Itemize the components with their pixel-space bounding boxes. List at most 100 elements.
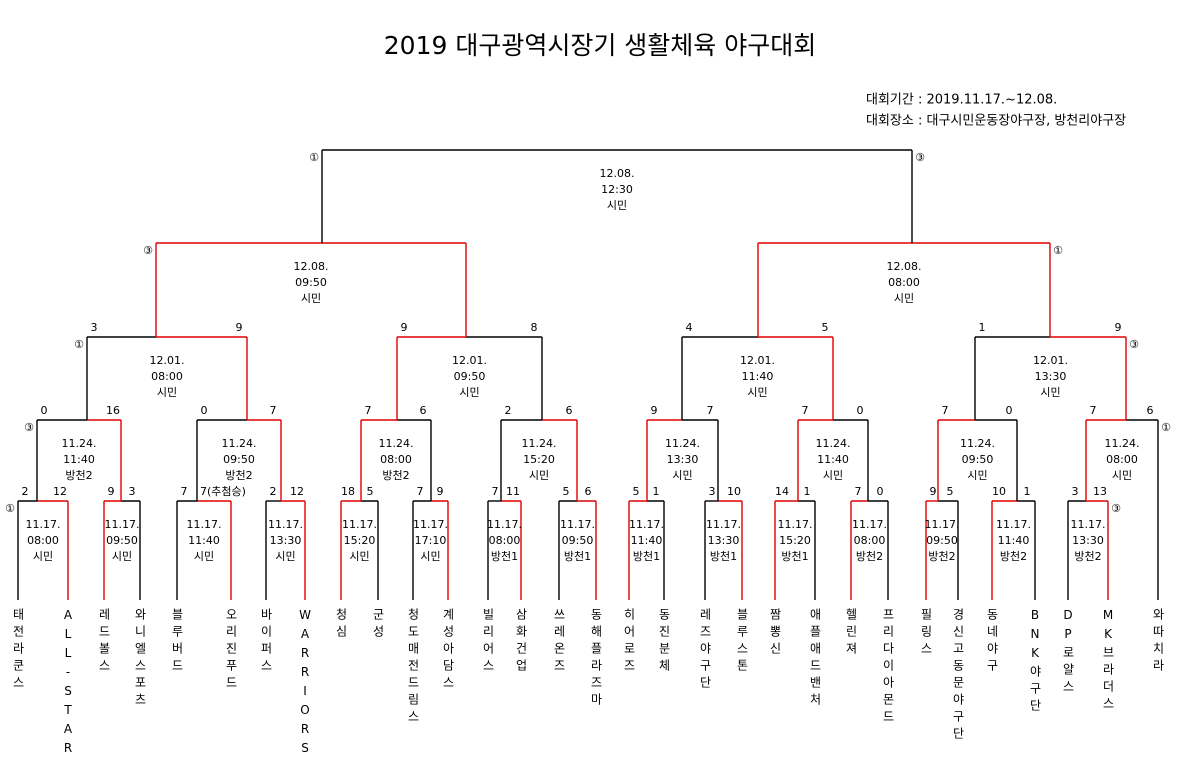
match-time: 11:40 xyxy=(188,534,220,547)
team-name: 쓰레온즈 xyxy=(552,608,566,676)
seed-mark: ① xyxy=(74,338,84,351)
match-venue: 방천2 xyxy=(928,549,955,563)
match-date: 11.17. xyxy=(925,518,960,531)
match-venue: 방천2 xyxy=(856,549,883,563)
match-time: 13:30 xyxy=(1035,370,1067,383)
match-time: 11:40 xyxy=(817,453,849,466)
score: 0 xyxy=(41,404,48,417)
match-venue: 방천1 xyxy=(633,549,660,563)
match-time: 17:10 xyxy=(415,534,447,547)
score: 7(추첨승) xyxy=(200,485,246,498)
seed-mark: ① xyxy=(1053,244,1063,257)
match-date: 12.01. xyxy=(452,354,487,367)
score: 7 xyxy=(417,485,424,498)
match-time: 09:50 xyxy=(223,453,255,466)
match-time: 08:00 xyxy=(888,276,920,289)
team-name: 블루버드 xyxy=(170,608,184,676)
match-time: 12:30 xyxy=(601,183,633,196)
team-name: 와따치라 xyxy=(1151,608,1165,676)
team-name: 프리다이아몬드 xyxy=(881,608,895,727)
match-venue: 시민 xyxy=(275,550,295,563)
team-name: BNK야구단 xyxy=(1028,608,1042,716)
match-time: 15:20 xyxy=(779,534,811,547)
score: 3 xyxy=(129,485,136,498)
match-date: 11.24. xyxy=(960,437,995,450)
match-date: 12.08. xyxy=(887,260,922,273)
match-venue: 시민 xyxy=(747,386,767,399)
match-date: 11.24. xyxy=(222,437,257,450)
match-venue: 시민 xyxy=(823,469,843,482)
match-date: 11.17. xyxy=(778,518,813,531)
team-name: 와니엘스포츠 xyxy=(133,608,147,710)
seed-mark: ① xyxy=(309,151,319,164)
match-venue: 방천1 xyxy=(710,549,737,563)
team-name: 오리진푸드 xyxy=(224,608,238,693)
match-date: 11.24. xyxy=(62,437,97,450)
match-venue: 시민 xyxy=(894,292,914,305)
match-venue: 방천2 xyxy=(65,468,92,482)
score: 0 xyxy=(201,404,208,417)
match-date: 11.17. xyxy=(187,518,222,531)
match-time: 08:00 xyxy=(489,534,521,547)
match-venue: 시민 xyxy=(420,550,440,563)
match-time: 08:00 xyxy=(1106,453,1138,466)
match-time: 09:50 xyxy=(962,453,994,466)
match-venue: 방천1 xyxy=(491,549,518,563)
match-venue: 방천1 xyxy=(564,549,591,563)
score: 1 xyxy=(804,485,811,498)
match-date: 12.08. xyxy=(294,260,329,273)
team-name: 빌리어스 xyxy=(481,608,495,676)
team-name: 태전라쿤스 xyxy=(11,608,25,693)
match-date: 11.24. xyxy=(1105,437,1140,450)
score: 0 xyxy=(877,485,884,498)
score: 2 xyxy=(22,485,29,498)
score: 7 xyxy=(492,485,499,498)
match-date: 12.01. xyxy=(1033,354,1068,367)
score: 3 xyxy=(709,485,716,498)
team-name: ALL-STAR xyxy=(61,608,75,760)
score: 9 xyxy=(236,321,243,334)
team-name: 동네야구 xyxy=(985,608,999,676)
match-time: 11:40 xyxy=(631,534,663,547)
match-venue: 시민 xyxy=(194,550,214,563)
match-date: 11.17. xyxy=(105,518,140,531)
team-name: 동해플라즈마 xyxy=(589,608,603,710)
score: 0 xyxy=(1006,404,1013,417)
match-time: 08:00 xyxy=(27,534,59,547)
score: 7 xyxy=(1090,404,1097,417)
team-name: 삼화건업 xyxy=(514,608,528,676)
match-venue: 시민 xyxy=(301,292,321,305)
match-time: 13:30 xyxy=(667,453,699,466)
match-time: 09:50 xyxy=(106,534,138,547)
team-name: 레드볼스 xyxy=(97,608,111,676)
score: 6 xyxy=(1147,404,1154,417)
match-time: 15:20 xyxy=(344,534,376,547)
title: 2019 대구광역시장기 생활체육 야구대회 xyxy=(384,31,816,60)
seed-mark: ③ xyxy=(915,151,925,164)
score: 5 xyxy=(947,485,954,498)
score: 7 xyxy=(181,485,188,498)
team-name: 군성 xyxy=(371,608,385,642)
match-venue: 시민 xyxy=(459,386,479,399)
match-venue: 시민 xyxy=(1040,386,1060,399)
match-date: 11.17. xyxy=(413,518,448,531)
score: 8 xyxy=(531,321,538,334)
match-time: 09:50 xyxy=(454,370,486,383)
match-date: 12.08. xyxy=(600,167,635,180)
score: 9 xyxy=(401,321,408,334)
match-date: 12.01. xyxy=(740,354,775,367)
score: 7 xyxy=(270,404,277,417)
seed-mark: ③ xyxy=(24,421,34,434)
score: 16 xyxy=(106,404,120,417)
score: 9 xyxy=(437,485,444,498)
team-name: 헬린져 xyxy=(844,608,858,659)
score: 14 xyxy=(775,485,789,498)
score: 5 xyxy=(563,485,570,498)
team-name: 애플애드밴처 xyxy=(808,608,822,710)
match-time: 13:30 xyxy=(1072,534,1104,547)
team-name: WARRIORS xyxy=(298,608,312,760)
score: 7 xyxy=(942,404,949,417)
match-date: 11.17. xyxy=(996,518,1031,531)
match-venue: 시민 xyxy=(112,550,132,563)
